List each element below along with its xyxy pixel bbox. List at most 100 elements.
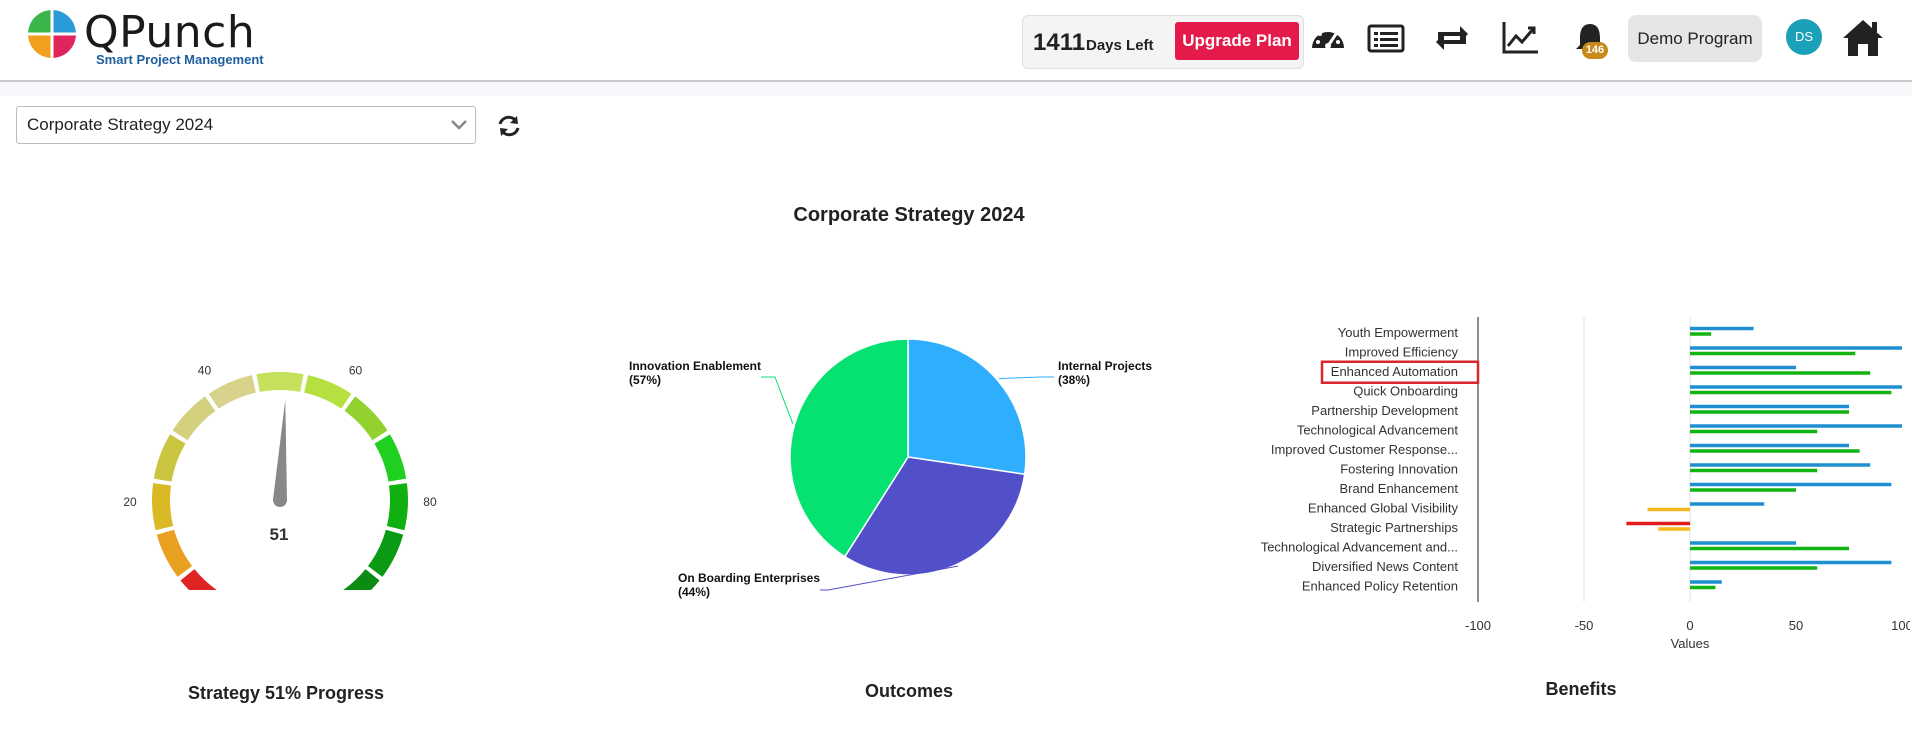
bar-mark — [1658, 527, 1690, 531]
bar-mark — [1690, 468, 1818, 473]
bar-mark — [1690, 326, 1754, 331]
gauge-segment — [344, 396, 388, 441]
trend-line-icon[interactable] — [1500, 18, 1540, 58]
upgrade-plan-button[interactable]: Upgrade Plan — [1175, 22, 1299, 60]
bar-mark — [1690, 371, 1871, 375]
bar-mark — [1690, 502, 1765, 506]
bar-mark — [1690, 449, 1860, 453]
bar-category-label: Improved Customer Response... — [1271, 442, 1458, 457]
brand-logo[interactable]: QPunch Smart Project Management — [26, 8, 286, 72]
highlight-box — [1320, 360, 1480, 384]
bar-mark — [1690, 410, 1849, 414]
bar-mark — [1690, 404, 1849, 409]
bar-mark — [1690, 429, 1818, 434]
pie-slice — [789, 338, 909, 558]
gauge-segment — [152, 483, 174, 531]
pie-slice — [907, 338, 1027, 476]
bar-category-label: Technological Advancement — [1297, 422, 1459, 437]
gauge-segment — [256, 372, 304, 392]
pie-slice-label: Internal Projects — [1058, 359, 1152, 373]
days-left-number: 1411 — [1033, 29, 1086, 56]
gauge-tick-label: 20 — [123, 495, 137, 509]
gauge-value: 51 — [270, 525, 289, 544]
bar-category-label: Brand Enhancement — [1339, 481, 1458, 496]
bar-mark — [1690, 580, 1722, 584]
bar-x-tick-label: -50 — [1575, 618, 1594, 633]
home-icon[interactable] — [1841, 16, 1885, 60]
bar-mark — [1690, 365, 1796, 370]
pie-slice-percent: (57%) — [629, 373, 661, 387]
gauge-segment — [367, 529, 404, 577]
dashboard-gauge-icon[interactable] — [1308, 18, 1348, 58]
bar-category-label: Quick Onboarding — [1353, 383, 1458, 398]
refresh-icon[interactable] — [496, 113, 522, 139]
bar-x-tick-label: 50 — [1789, 618, 1803, 633]
gauge-segment — [156, 529, 193, 577]
bar-mark — [1690, 488, 1796, 492]
sub-header-bar — [0, 82, 1912, 96]
brand-name: QPunch — [84, 7, 256, 58]
top-header: QPunch Smart Project Management 1411 Day… — [0, 0, 1912, 82]
chevron-down-icon — [451, 120, 467, 130]
bar-category-label: Technological Advancement and... — [1261, 539, 1458, 554]
outcomes-pie-chart: Internal Projects(38%) On Boarding Enterp… — [629, 338, 1152, 599]
benefits-bar-chart: Youth Empowerment Improved Efficiency Enha… — [1261, 317, 1910, 651]
gauge-segment — [180, 569, 217, 590]
bar-title: Benefits — [1545, 679, 1617, 699]
user-avatar[interactable]: DS — [1786, 19, 1822, 55]
pie-slice-label: Innovation Enablement — [629, 359, 761, 373]
strategy-select[interactable]: Corporate Strategy 2024 — [16, 106, 476, 144]
page-title: Corporate Strategy 2024 — [793, 204, 1025, 226]
bar-x-tick-label: 100 — [1891, 618, 1910, 633]
gauge-needle — [273, 400, 287, 501]
bar-mark — [1690, 585, 1716, 590]
bar-x-axis-label: Values — [1671, 636, 1710, 651]
bar-mark — [1690, 463, 1871, 467]
gauge-segment — [172, 396, 216, 441]
bar-mark — [1690, 424, 1902, 428]
gauge-segment — [343, 569, 380, 590]
pie-leader-line — [761, 376, 794, 424]
plan-status: 1411 Days Left Upgrade Plan — [1022, 15, 1304, 69]
notification-badge: 146 — [1582, 42, 1608, 59]
bar-mark — [1690, 346, 1902, 350]
strategy-select-value: Corporate Strategy 2024 — [27, 115, 214, 134]
bar-mark — [1690, 443, 1849, 448]
gauge-tick-label: 60 — [349, 363, 363, 377]
gauge-segment — [304, 375, 352, 409]
bar-category-label: Fostering Innovation — [1340, 461, 1458, 476]
brand-tagline: Smart Project Management — [96, 52, 264, 67]
gauge-segment — [208, 375, 256, 409]
pie-title: Outcomes — [864, 681, 954, 701]
pie-slice-label: On Boarding Enterprises — [678, 571, 820, 585]
bar-mark — [1690, 351, 1856, 356]
bar-x-tick-label: 0 — [1686, 618, 1693, 633]
bar-category-label: Youth Empowerment — [1338, 325, 1459, 340]
bar-category-label: Enhanced Automation — [1331, 364, 1458, 379]
swap-arrows-icon[interactable] — [1432, 18, 1472, 58]
bar-x-tick-label: -100 — [1465, 618, 1491, 633]
bar-category-label: Enhanced Policy Retention — [1302, 578, 1458, 593]
bar-mark — [1690, 541, 1796, 545]
list-icon[interactable] — [1366, 18, 1406, 58]
bar-mark — [1626, 521, 1690, 526]
pie-leader-line — [998, 376, 1054, 380]
bar-mark — [1690, 546, 1849, 551]
pie-leader-line — [820, 565, 959, 591]
bar-mark — [1690, 566, 1818, 570]
gauge-needle-hub — [273, 493, 287, 507]
gauge-segment — [386, 483, 408, 531]
gauge-segment — [153, 434, 186, 482]
bar-category-label: Improved Efficiency — [1345, 344, 1459, 359]
program-selector-button[interactable]: Demo Program — [1628, 15, 1762, 62]
bar-category-label: Diversified News Content — [1312, 559, 1458, 574]
progress-gauge: 02040608010051 — [123, 363, 437, 590]
bar-mark — [1690, 385, 1902, 389]
days-left-label: Days Left — [1086, 37, 1154, 54]
pie-slice-percent: (38%) — [1058, 373, 1090, 387]
bar-category-label: Enhanced Global Visibility — [1308, 500, 1459, 515]
bar-category-label: Partnership Development — [1311, 403, 1458, 418]
bar-mark — [1690, 390, 1892, 395]
pie-slice-percent: (44%) — [678, 585, 710, 599]
gauge-title: Strategy 51% Progress — [187, 683, 385, 703]
